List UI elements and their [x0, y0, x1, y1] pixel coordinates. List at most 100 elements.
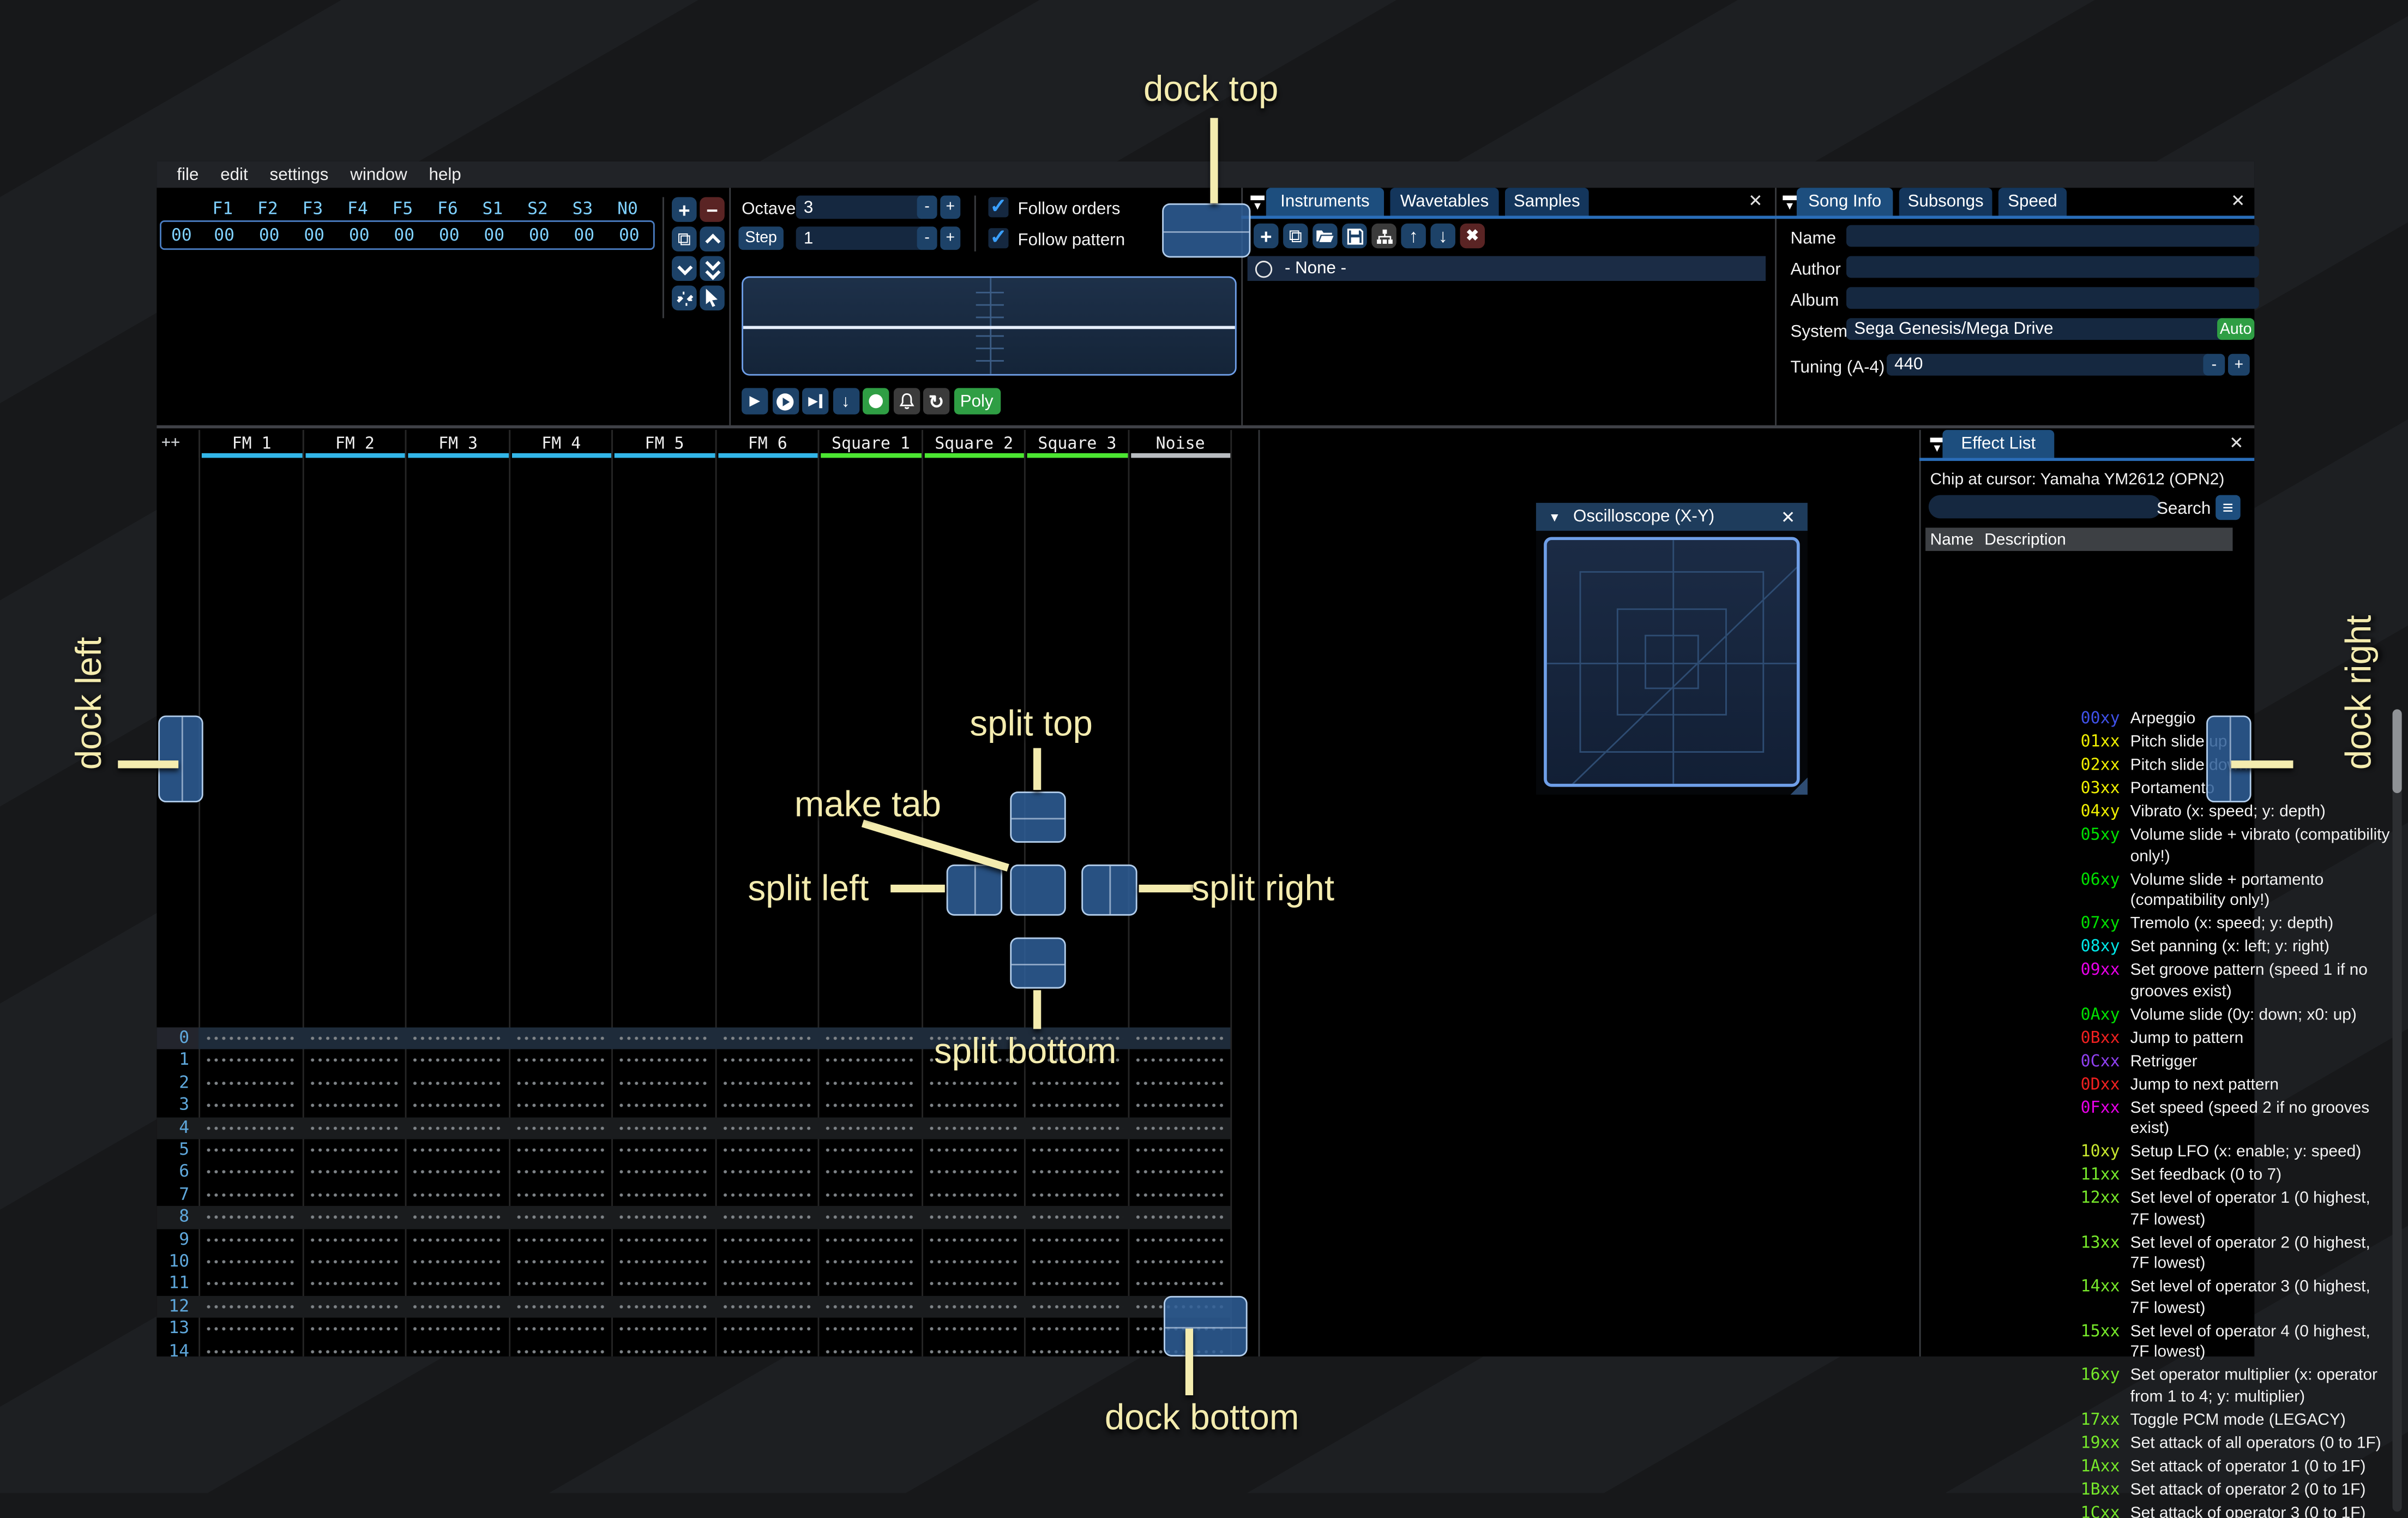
menu-item-settings[interactable]: settings — [269, 165, 329, 184]
pattern-cell-empty[interactable] — [714, 1273, 817, 1296]
pattern-cell-empty[interactable] — [714, 1027, 817, 1050]
pattern-cell-empty[interactable] — [611, 1318, 714, 1341]
effect-row-17xx[interactable]: 17xx Toggle PCM mode (LEGACY) — [2081, 1410, 2397, 1431]
pattern-cell-empty[interactable] — [1127, 1161, 1230, 1184]
order-value-F4[interactable]: 00 — [348, 225, 370, 245]
pattern-cell-empty[interactable] — [1024, 1251, 1127, 1274]
tab-effect-list[interactable]: Effect List — [1942, 430, 2055, 458]
order-value-F1[interactable]: 00 — [214, 225, 235, 245]
order-value-S3[interactable]: 00 — [574, 225, 595, 245]
pattern-row[interactable]: 13 — [156, 1318, 1230, 1341]
pattern-cell-empty[interactable] — [302, 1072, 405, 1095]
pattern-cell-empty[interactable] — [921, 1072, 1024, 1095]
order-move-down-button[interactable] — [672, 256, 697, 281]
split-target-left[interactable] — [946, 864, 1003, 916]
effect-row-00xy[interactable]: 00xy Arpeggio — [2081, 709, 2397, 730]
pattern-cell-empty[interactable] — [405, 1184, 508, 1207]
effect-row-0Dxx[interactable]: 0Dxx Jump to next pattern — [2081, 1075, 2397, 1095]
pattern-cell-empty[interactable] — [818, 1139, 921, 1162]
pattern-cell-empty[interactable] — [714, 1161, 817, 1184]
pattern-cell-empty[interactable] — [302, 1139, 405, 1162]
pattern-cell-empty[interactable] — [611, 1273, 714, 1296]
pattern-cell-empty[interactable] — [818, 1049, 921, 1072]
order-remove-button[interactable]: − — [700, 197, 725, 222]
repeat-button[interactable]: ↻ — [923, 388, 950, 415]
effect-row-16xy[interactable]: 16xy Set operator multiplier (x: operator… — [2081, 1366, 2397, 1408]
pattern-cell-empty[interactable] — [302, 1049, 405, 1072]
order-duplicate-end-button[interactable] — [700, 254, 725, 281]
pattern-cell-empty[interactable] — [198, 1318, 302, 1341]
pattern-cell-empty[interactable] — [508, 1139, 611, 1162]
effect-row-12xx[interactable]: 12xx Set level of operator 1 (0 highest, … — [2081, 1189, 2397, 1231]
pattern-cell-empty[interactable] — [818, 1117, 921, 1139]
orders-column-S2[interactable]: S2 — [527, 199, 548, 219]
instrument-move-up-button[interactable]: ↑ — [1401, 223, 1426, 249]
orders-column-S1[interactable]: S1 — [482, 199, 503, 219]
pattern-cell-empty[interactable] — [818, 1161, 921, 1184]
instrument-add-button[interactable]: + — [1254, 223, 1279, 249]
pattern-cell-empty[interactable] — [611, 1049, 714, 1072]
step-button[interactable]: Step — [738, 226, 784, 250]
dock-target-right[interactable] — [2206, 715, 2252, 803]
pattern-cell-empty[interactable] — [921, 1340, 1024, 1357]
pattern-cell-empty[interactable] — [1024, 1027, 1127, 1050]
pattern-cell-empty[interactable] — [1024, 1318, 1127, 1341]
pattern-cell-empty[interactable] — [611, 1117, 714, 1139]
step-input[interactable]: 1 — [796, 226, 926, 250]
effect-row-15xx[interactable]: 15xx Set level of operator 4 (0 highest, … — [2081, 1322, 2397, 1364]
pattern-cell-empty[interactable] — [508, 1318, 611, 1341]
pattern-cell-empty[interactable] — [405, 1273, 508, 1296]
pattern-cell-empty[interactable] — [302, 1273, 405, 1296]
pattern-row[interactable]: 8 — [156, 1206, 1231, 1229]
metronome-button[interactable] — [893, 388, 919, 415]
pattern-cell-empty[interactable] — [508, 1251, 611, 1274]
pattern-cell-empty[interactable] — [1024, 1206, 1127, 1229]
pattern-cell-empty[interactable] — [405, 1295, 508, 1318]
pattern-cell-empty[interactable] — [714, 1117, 817, 1139]
pattern-cell-empty[interactable] — [302, 1027, 405, 1050]
pattern-cell-empty[interactable] — [405, 1318, 508, 1341]
pattern-cell-empty[interactable] — [1024, 1340, 1127, 1357]
pattern-cell-empty[interactable] — [302, 1340, 405, 1357]
effect-sort-menu-button[interactable]: ≡ — [2216, 495, 2241, 520]
order-value-S1[interactable]: 00 — [484, 225, 505, 245]
pattern-cell-empty[interactable] — [921, 1318, 1024, 1341]
pattern-cell-empty[interactable] — [611, 1340, 714, 1357]
pattern-row[interactable]: 0 — [156, 1027, 1231, 1050]
effect-row-04xy[interactable]: 04xy Vibrato (x: speed; y: depth) — [2081, 802, 2397, 823]
name-input[interactable] — [1846, 225, 2259, 247]
panel-collapse-icon[interactable]: ▼ — [1250, 195, 1265, 213]
step-plus-button[interactable]: + — [940, 226, 961, 250]
pattern-cell-empty[interactable] — [1024, 1117, 1127, 1139]
oscilloscope-xy-titlebar[interactable]: ▼ Oscilloscope (X-Y) ✕ — [1536, 502, 1808, 531]
panel-collapse-icon[interactable]: ▼ — [1930, 437, 1945, 455]
tab-wavetables[interactable]: Wavetables — [1390, 188, 1499, 216]
pattern-row[interactable]: 11 — [156, 1273, 1230, 1296]
pattern-cell-empty[interactable] — [1127, 1049, 1230, 1072]
menu-item-file[interactable]: file — [177, 165, 199, 184]
pattern-cell-empty[interactable] — [921, 1206, 1024, 1229]
pattern-view[interactable]: ++ FM 1 FM 2 FM 3 FM 4 FM 5 FM 6 Square 1 Squar… — [156, 430, 1258, 1357]
pattern-cell-empty[interactable] — [1127, 1273, 1230, 1296]
pattern-cell-empty[interactable] — [198, 1184, 302, 1207]
pattern-cell-empty[interactable] — [198, 1228, 302, 1251]
pattern-cell-empty[interactable] — [1024, 1139, 1127, 1162]
pattern-cell-empty[interactable] — [818, 1228, 921, 1251]
pattern-cell-empty[interactable] — [405, 1251, 508, 1274]
pattern-cell-empty[interactable] — [405, 1139, 508, 1162]
effect-list-scrollbar-thumb[interactable] — [2392, 709, 2402, 793]
pattern-cell-empty[interactable] — [508, 1184, 611, 1207]
instrument-toggle-dir-button[interactable] — [1371, 223, 1396, 249]
effect-row-03xx[interactable]: 03xx Portamento — [2081, 779, 2397, 800]
poly-toggle-button[interactable]: Poly — [953, 388, 1000, 415]
follow-orders-checkbox[interactable]: ✓ — [988, 196, 1009, 218]
channel-header-fm-6[interactable]: FM 6 — [714, 430, 819, 458]
pattern-cell-empty[interactable] — [921, 1295, 1024, 1318]
octave-minus-button[interactable]: - — [917, 195, 937, 219]
effect-row-05xy[interactable]: 05xy Volume slide + vibrato (compatibilit… — [2081, 826, 2397, 868]
order-value-F6[interactable]: 00 — [438, 225, 460, 245]
effect-row-06xy[interactable]: 06xy Volume slide + portamento (compatibi… — [2081, 870, 2397, 912]
pattern-cell-empty[interactable] — [1024, 1228, 1127, 1251]
pattern-cell-empty[interactable] — [611, 1161, 714, 1184]
pattern-cell-empty[interactable] — [1127, 1139, 1230, 1162]
